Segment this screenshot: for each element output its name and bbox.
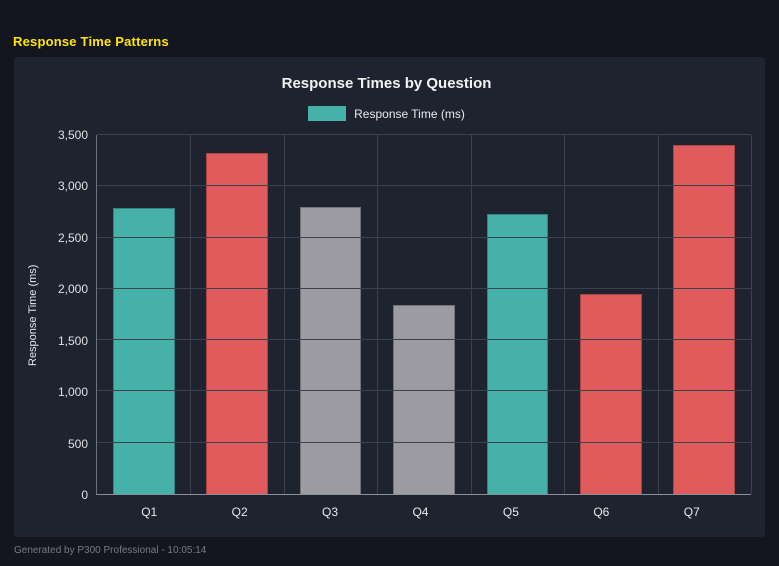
chart-title: Response Times by Question xyxy=(281,75,492,92)
y-tick-label: 3,500 xyxy=(57,128,88,142)
gridline-horizontal xyxy=(97,134,751,135)
bar-slot xyxy=(377,135,470,494)
gridline-horizontal xyxy=(97,236,751,238)
footer-note: Generated by P300 Professional - 10:05:1… xyxy=(14,545,207,556)
x-tick-label-q6: Q6 xyxy=(593,505,610,519)
chart-legend[interactable]: Response Time (ms) xyxy=(22,106,751,121)
gridline-horizontal xyxy=(97,339,751,341)
legend-label: Response Time (ms) xyxy=(354,106,465,121)
gridline-vertical xyxy=(190,135,192,494)
y-axis-ticks: 0 500 1,000 1,500 2,000 2,500 3,000 3,500 xyxy=(44,128,96,502)
y-tick-label: 2,000 xyxy=(57,282,88,297)
bar-slot xyxy=(190,135,283,494)
gridline-horizontal xyxy=(97,185,751,187)
bar-q7 xyxy=(673,145,736,494)
x-axis-labels: Q1 Q2 Q3 Q4 Q5 Q6 Q7 xyxy=(22,505,751,519)
legend-swatch xyxy=(308,106,347,121)
gridline-vertical xyxy=(470,135,472,494)
bar-q5 xyxy=(486,213,549,494)
bar-slot xyxy=(471,135,564,494)
bar-slot xyxy=(284,135,377,494)
bar-slot xyxy=(564,135,657,494)
gridline-horizontal xyxy=(97,390,751,392)
chart-panel: Response Times by Question Response Time… xyxy=(14,57,765,537)
bars-container xyxy=(97,135,751,494)
x-tick-label-q5: Q5 xyxy=(502,505,519,519)
gridline-vertical xyxy=(657,135,659,494)
bar-q1 xyxy=(112,207,175,494)
bar-slot xyxy=(658,135,751,494)
y-tick-label: 2,500 xyxy=(57,230,88,245)
y-tick-label: 3,000 xyxy=(57,179,88,194)
bar-slot xyxy=(97,135,190,494)
bar-q6 xyxy=(579,294,642,494)
bar-q2 xyxy=(206,153,268,494)
gridline-vertical xyxy=(751,135,752,494)
y-tick-label: 1,000 xyxy=(57,385,88,400)
gridline-vertical xyxy=(283,135,285,494)
gridline-horizontal xyxy=(97,441,751,443)
x-tick-label-q1: Q1 xyxy=(141,505,158,519)
gridline-vertical xyxy=(377,135,379,494)
page-title: Response Time Patterns xyxy=(13,34,169,49)
x-tick-label-q7: Q7 xyxy=(683,505,700,519)
gridline-horizontal xyxy=(97,287,751,289)
y-tick-label: 0 xyxy=(81,488,88,502)
y-tick-label: 500 xyxy=(67,436,88,451)
y-axis-label: Response Time (ms) xyxy=(27,264,39,366)
x-tick-label-q3: Q3 xyxy=(322,505,339,519)
gridline-vertical xyxy=(564,135,566,494)
y-tick-label: 1,500 xyxy=(57,333,88,348)
bar-q4 xyxy=(393,305,455,494)
x-tick-label-q4: Q4 xyxy=(412,505,429,519)
bar-q3 xyxy=(299,206,362,494)
x-tick-label-q2: Q2 xyxy=(231,505,248,519)
plot-area xyxy=(96,134,752,495)
chart-body: Response Time (ms) 0 500 1,000 1,500 2,000 2,… xyxy=(22,128,752,502)
